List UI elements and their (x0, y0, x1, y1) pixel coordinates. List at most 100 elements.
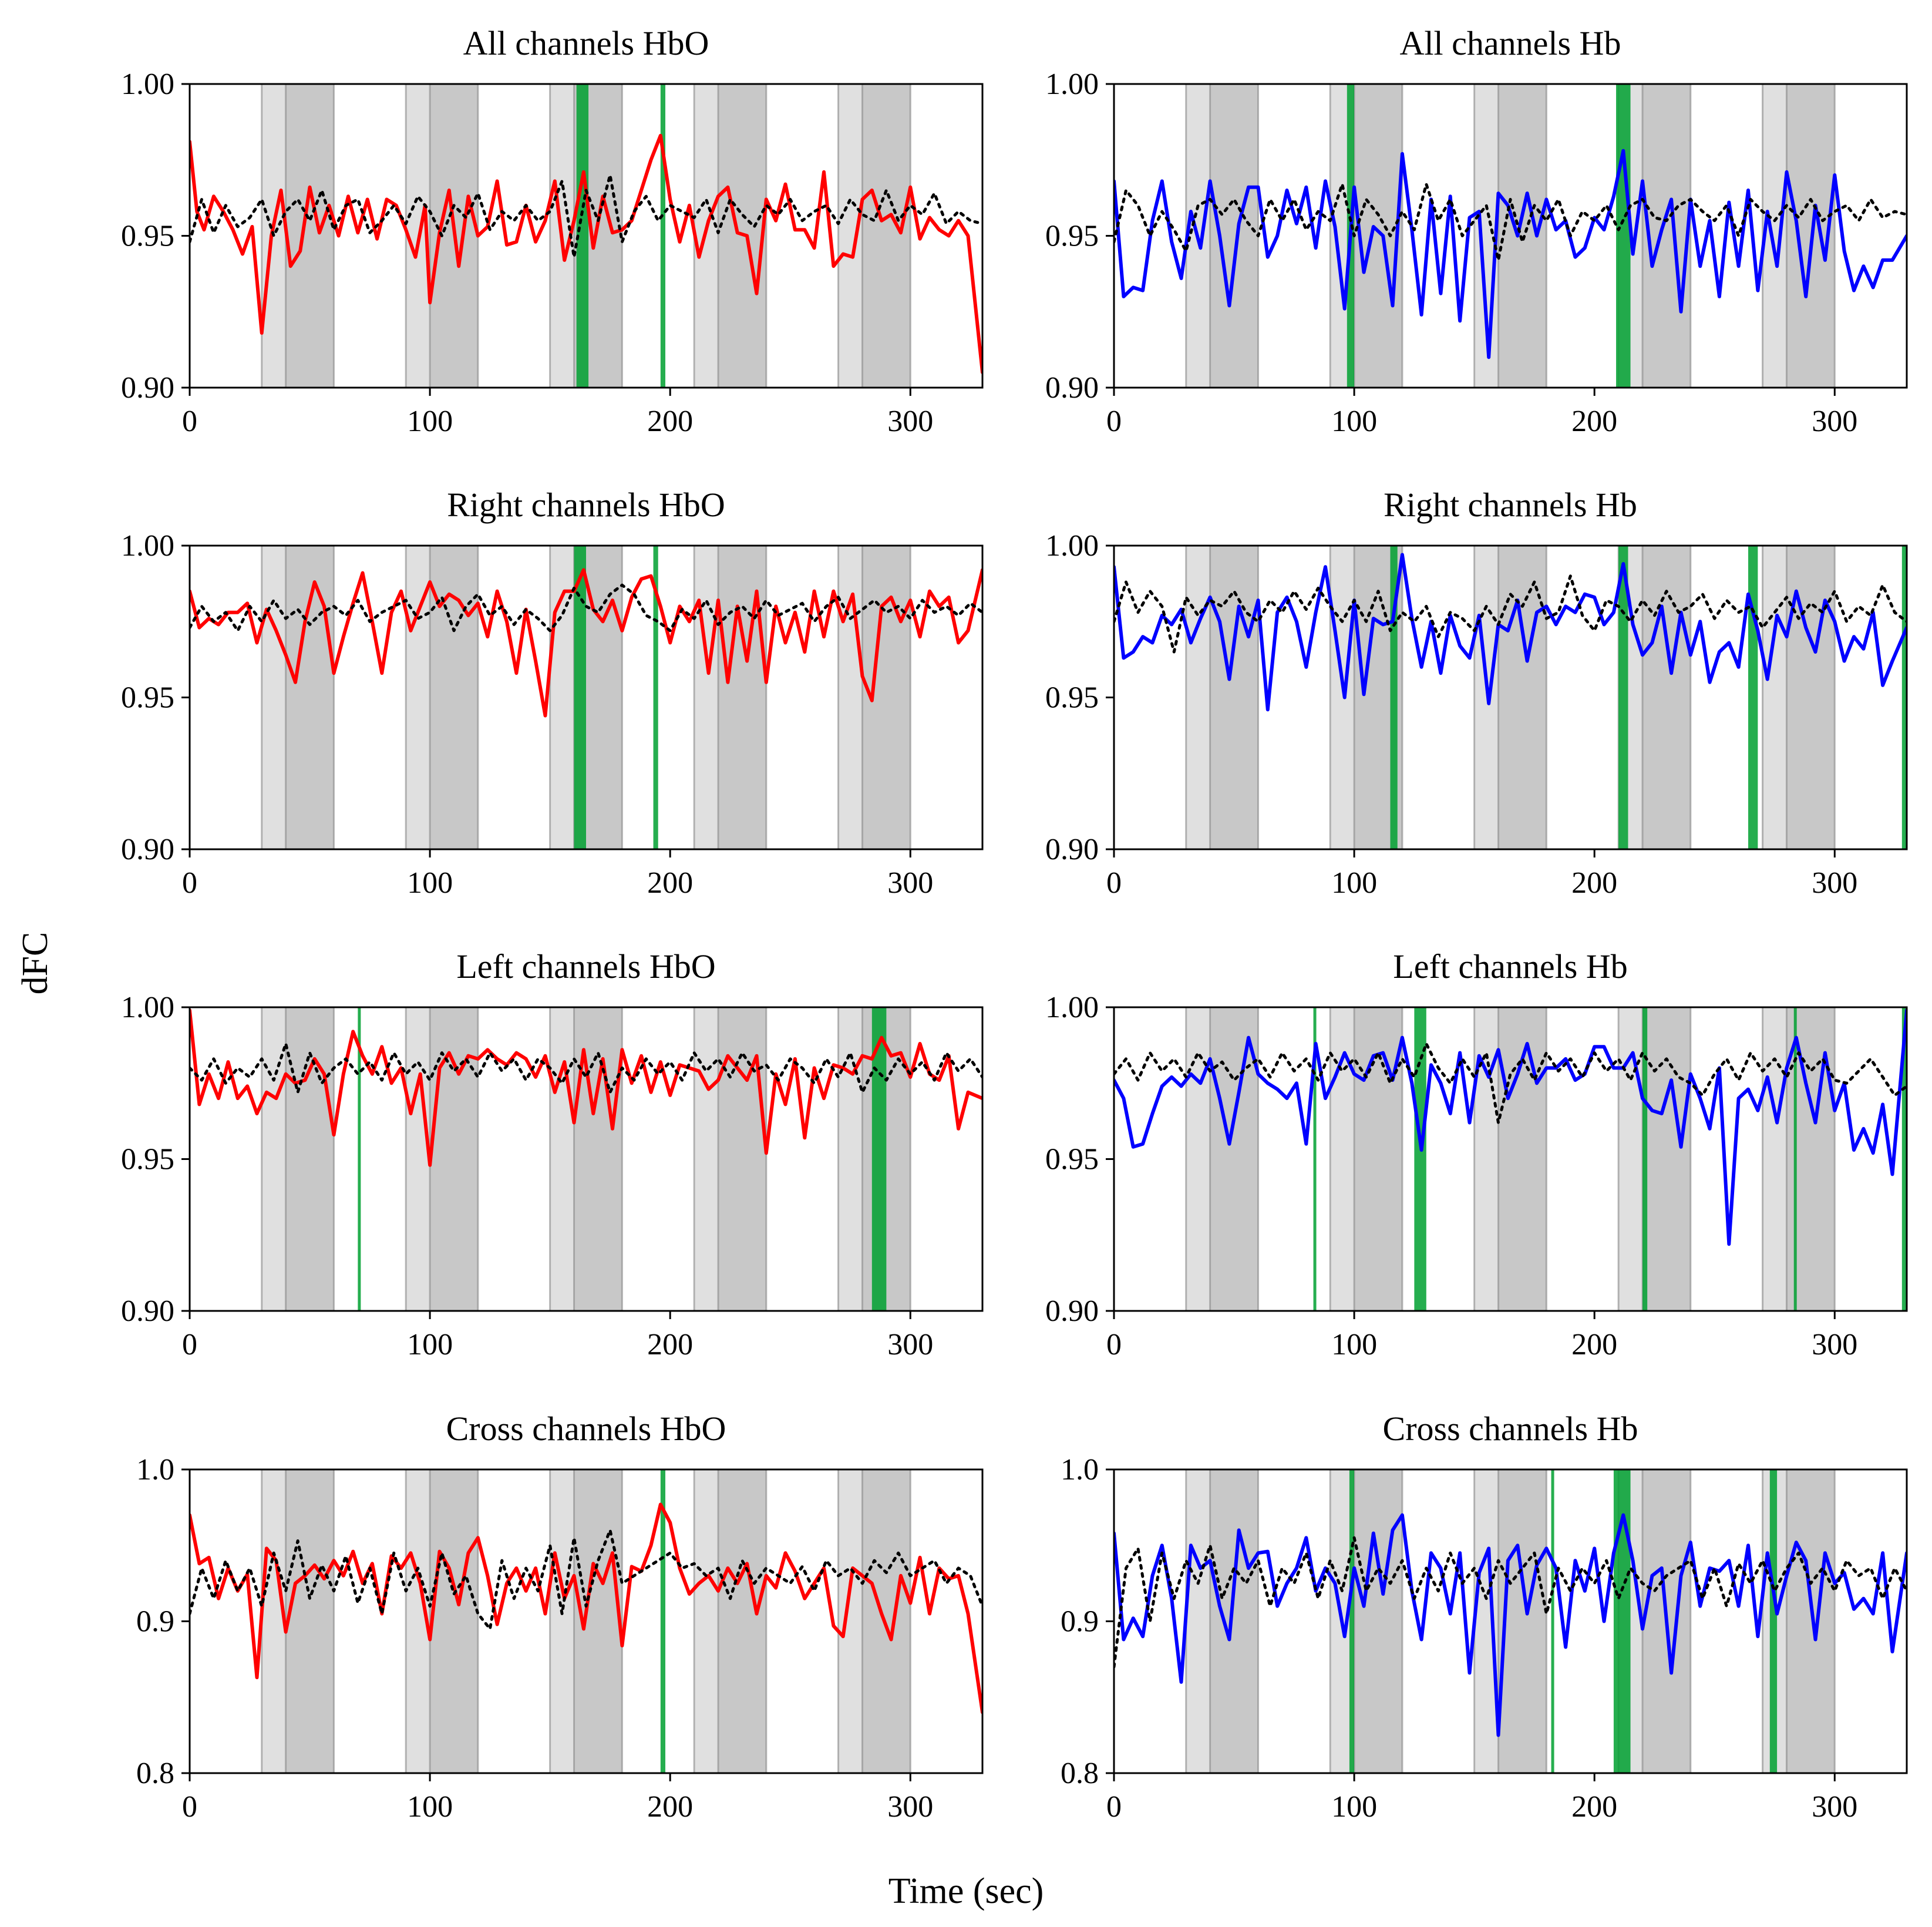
y-tick-label: 0.95 (1045, 681, 1099, 715)
task-block (1642, 1007, 1691, 1311)
significant-window (1748, 546, 1758, 849)
y-tick-label: 0.8 (136, 1757, 174, 1790)
y-tick-label: 0.8 (1061, 1757, 1099, 1790)
x-tick-label: 300 (1812, 1328, 1857, 1361)
y-tick-label: 1.00 (1045, 529, 1099, 563)
y-tick-label: 1.00 (121, 529, 174, 563)
x-tick-label: 0 (182, 866, 197, 900)
task-block (1354, 84, 1402, 388)
y-tick-label: 0.90 (1045, 833, 1099, 866)
significant-window (1642, 1007, 1648, 1311)
x-tick-label: 100 (407, 866, 453, 900)
task-block (718, 1469, 766, 1773)
rest-block (1762, 1007, 1787, 1311)
task-block (1210, 546, 1258, 849)
panel-title: All channels Hb (1400, 24, 1621, 62)
panel-cross-hb: 0 100 200 300 0.8 0.9 1.0 Cross channels Hb (1061, 1410, 1908, 1824)
dfc-series-line (190, 133, 982, 375)
y-tick-label: 0.90 (1045, 371, 1099, 405)
panel-title: Right channels Hb (1384, 486, 1637, 524)
significant-window (576, 84, 589, 388)
task-block (285, 1469, 334, 1773)
panel-left-hb: 0 100 200 300 0.90 0.95 1.00 Left channels Hb (1045, 947, 1908, 1361)
rest-block (261, 546, 286, 849)
significant-window (1616, 84, 1631, 388)
null-series-line (1114, 1042, 1907, 1124)
task-block (1354, 1007, 1402, 1311)
rest-block (694, 1469, 718, 1773)
dfc-series-line (190, 1008, 982, 1167)
x-tick-label: 300 (887, 866, 933, 900)
significant-window (1901, 1007, 1907, 1311)
panel-title: Right channels HbO (447, 486, 725, 524)
rest-block (1474, 1007, 1499, 1311)
null-series-line (190, 1528, 982, 1630)
x-tick-label: 0 (182, 1328, 197, 1361)
significant-window (1414, 1007, 1426, 1311)
rest-block (694, 546, 718, 849)
rest-block (838, 1007, 863, 1311)
null-series-line (1114, 574, 1907, 654)
significant-window (1618, 546, 1628, 849)
significant-window (1313, 1007, 1317, 1311)
rest-block (1186, 546, 1210, 849)
significant-window (574, 546, 586, 849)
task-block (1786, 546, 1835, 849)
rest-block (1330, 1007, 1355, 1311)
task-block (862, 1007, 911, 1311)
y-tick-label: 1.00 (1045, 68, 1099, 101)
rest-block (694, 1007, 718, 1311)
significant-window (1793, 1007, 1797, 1311)
task-block (430, 1007, 478, 1311)
y-tick-label: 0.9 (136, 1605, 174, 1639)
x-tick-label: 200 (647, 1328, 693, 1361)
panel-all-hb: 0 100 200 300 0.90 0.95 1.00 All channels Hb (1045, 24, 1908, 438)
x-tick-label: 200 (647, 405, 693, 438)
significant-window (1901, 546, 1907, 849)
task-block (718, 1007, 766, 1311)
task-block (1786, 1469, 1835, 1773)
null-series-line (190, 173, 982, 259)
rest-block (1762, 84, 1787, 388)
panel-cross-hbo: 0 100 200 300 0.8 0.9 1.0 Cross channels HbO (136, 1410, 984, 1824)
y-tick-label: 0.95 (1045, 1143, 1099, 1176)
significant-window (660, 1469, 665, 1773)
significant-window (1551, 1469, 1554, 1773)
x-tick-label: 200 (647, 1790, 693, 1824)
dfc-series-line (1114, 149, 1907, 359)
task-block (1210, 84, 1258, 388)
panel-all-hbo: 0 100 200 300 0.90 0.95 1.00 All channels HbO (121, 24, 984, 438)
rest-block (550, 1007, 574, 1311)
rest-block (838, 1469, 863, 1773)
task-block (430, 546, 478, 849)
panel-title: Left channels HbO (456, 947, 715, 986)
y-tick-label: 1.00 (121, 991, 174, 1024)
task-block (1354, 1469, 1402, 1773)
x-tick-label: 300 (1812, 1790, 1857, 1824)
y-tick-label: 0.95 (121, 220, 174, 253)
x-tick-label: 100 (1331, 1328, 1377, 1361)
x-tick-label: 300 (1812, 866, 1857, 900)
rest-block (550, 1469, 574, 1773)
dfc-series-line (1114, 1008, 1907, 1246)
x-tick-label: 0 (182, 405, 197, 438)
y-tick-label: 0.95 (121, 681, 174, 715)
x-tick-label: 200 (1571, 405, 1617, 438)
y-tick-label: 1.0 (1061, 1453, 1099, 1487)
y-tick-label: 0.95 (121, 1143, 174, 1176)
task-block (1642, 84, 1691, 388)
x-tick-label: 100 (1331, 405, 1377, 438)
task-block (862, 1469, 911, 1773)
significant-window (358, 1007, 361, 1311)
panel-left-hbo: 0 100 200 300 0.90 0.95 1.00 Left channels HbO (121, 947, 984, 1361)
x-tick-label: 0 (1106, 405, 1122, 438)
x-tick-label: 300 (887, 1790, 933, 1824)
significant-window (1349, 1469, 1355, 1773)
task-block (1210, 1007, 1258, 1311)
rest-block (838, 84, 863, 388)
x-tick-label: 0 (1106, 1328, 1122, 1361)
task-block (862, 84, 911, 388)
x-tick-label: 0 (182, 1790, 197, 1824)
x-tick-label: 200 (1571, 866, 1617, 900)
